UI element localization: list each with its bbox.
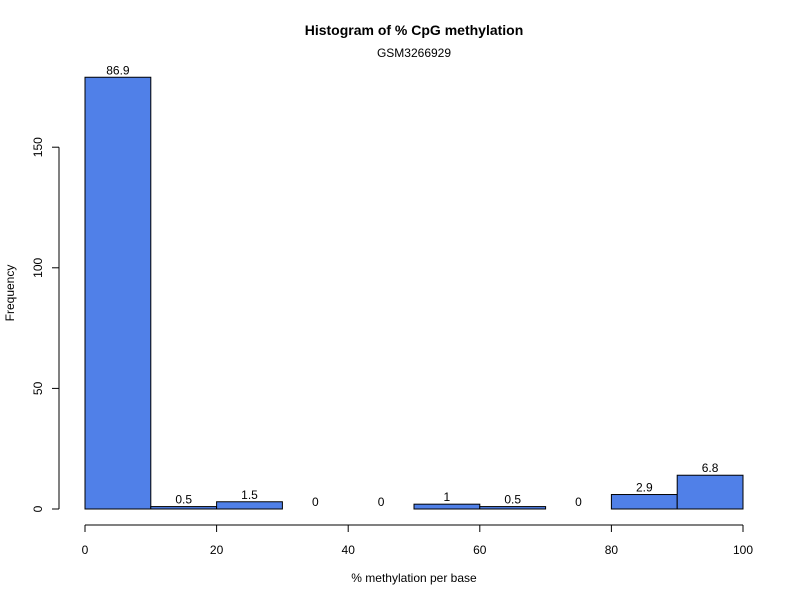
x-tick-label: 40	[342, 543, 356, 557]
bar-value-label: 6.8	[702, 461, 719, 475]
histogram-bar	[413, 503, 481, 510]
histogram-bar	[479, 506, 547, 510]
bar-value-label: 1.5	[241, 488, 258, 502]
x-tick-label: 0	[82, 543, 89, 557]
x-tick-label: 80	[605, 543, 619, 557]
y-tick-label: 100	[31, 257, 45, 277]
bars-group	[84, 76, 744, 510]
chart-subtitle: GSM3266929	[377, 46, 451, 60]
bar-value-label: 86.9	[106, 63, 130, 77]
x-axis-label: % methylation per base	[351, 571, 477, 585]
bar-value-label: 0.5	[504, 493, 521, 507]
data-labels-group: 86.9 0.5 1.5 0 0 1 0.5 0 2.9 6.8	[106, 63, 719, 509]
x-axis: 0 20 40 60 80 100	[82, 524, 753, 557]
y-tick-label: 0	[31, 505, 45, 512]
x-tick-label: 60	[473, 543, 487, 557]
bar-value-label: 0	[575, 495, 582, 509]
chart-title: Histogram of % CpG methylation	[305, 22, 524, 38]
y-tick-label: 150	[31, 137, 45, 157]
bar-value-label: 0	[378, 495, 385, 509]
bar-value-label: 0.5	[175, 493, 192, 507]
bar-value-label: 1	[444, 490, 451, 504]
x-tick-label: 20	[210, 543, 224, 557]
bar-value-label: 0	[312, 495, 319, 509]
y-axis: 0 50 100 150	[31, 137, 60, 512]
histogram-bar	[150, 506, 218, 510]
histogram-bar	[216, 501, 283, 510]
y-tick-label: 50	[31, 381, 45, 395]
x-tick-label: 100	[733, 543, 753, 557]
histogram-bar	[676, 474, 744, 510]
histogram-bar	[84, 76, 152, 510]
bar-value-label: 2.9	[636, 481, 653, 495]
histogram-bar	[610, 494, 678, 510]
y-axis-label: Frequency	[3, 265, 17, 322]
